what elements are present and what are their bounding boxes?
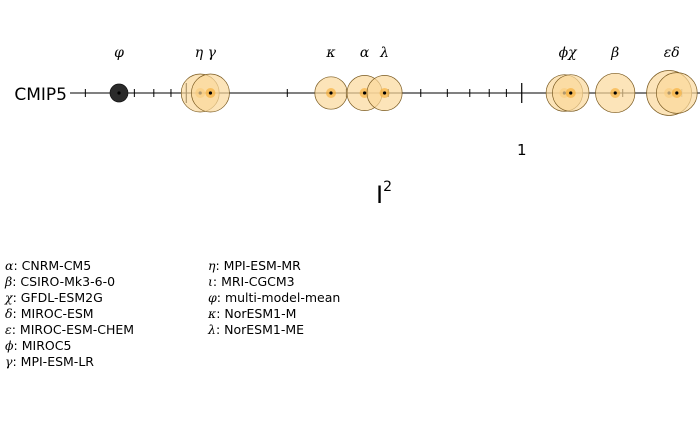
symbol-labels: φ η γ κ α λ ϕχ β εδ xyxy=(114,45,680,61)
legend-item: ι: MRI-CGCM3 xyxy=(208,274,340,290)
legend-model-name: : GFDL-ESM2G xyxy=(12,290,103,305)
legend-model-name: : MIROC-ESM xyxy=(12,306,94,321)
legend-item: ϕ: MIROC5 xyxy=(5,338,134,354)
legend-symbol: ε xyxy=(5,322,12,337)
legend-item: ε: MIROC-ESM-CHEM xyxy=(5,322,134,338)
legend-symbol: λ xyxy=(208,322,216,337)
symbol-label: κ xyxy=(325,45,335,61)
x-axis-title-main: I xyxy=(376,181,383,209)
legend-item: φ: multi-model-mean xyxy=(208,290,340,306)
legend-symbol: κ xyxy=(208,306,217,321)
legend-item: β: CSIRO-Mk3-6-0 xyxy=(5,274,134,290)
legend-item: κ: NorESM1-M xyxy=(208,306,340,322)
legend-symbol: δ xyxy=(5,306,13,321)
legend-model-name: : MPI-ESM-MR xyxy=(215,258,301,273)
symbol-label: η γ xyxy=(195,45,217,61)
tick-label: 1 xyxy=(517,141,527,159)
legend-model-name: : MIROC-ESM-CHEM xyxy=(11,322,135,337)
point-center-dot xyxy=(329,91,333,95)
legend-model-name: : MIROC5 xyxy=(13,338,72,353)
data-points xyxy=(109,70,698,116)
symbol-label: λ xyxy=(379,45,389,61)
row-label: CMIP5 xyxy=(14,85,67,105)
symbol-label: β xyxy=(610,45,619,61)
point-center-dot xyxy=(208,91,213,95)
legend-model-name: : CSIRO-Mk3-6-0 xyxy=(12,274,116,289)
legend-symbol: γ xyxy=(5,354,13,369)
legend-item: λ: NorESM1-ME xyxy=(208,322,340,338)
legend-symbol: α xyxy=(5,258,14,273)
point-center-dot xyxy=(613,91,617,95)
legend-model-name: : NorESM1-ME xyxy=(215,322,305,337)
x-axis-title: I2 xyxy=(376,179,392,209)
legend-symbol: χ xyxy=(5,290,13,305)
symbol-label: ϕχ xyxy=(559,45,579,61)
legend-symbol: β xyxy=(5,274,13,289)
legend-item: δ: MIROC-ESM xyxy=(5,306,134,322)
legend-item: γ: MPI-ESM-LR xyxy=(5,354,134,370)
legend-model-name: : MRI-CGCM3 xyxy=(212,274,295,289)
point-center-dot xyxy=(117,91,121,95)
point-center-dot xyxy=(569,91,573,95)
point-center-dot xyxy=(675,91,679,95)
legend-symbol: ϕ xyxy=(5,338,14,353)
symbol-label: α xyxy=(360,45,370,61)
x-axis-title-superscript: 2 xyxy=(383,179,392,195)
legend-column-2: η: MPI-ESM-MR ι: MRI-CGCM3 φ: multi-model-… xyxy=(208,258,340,338)
legend-item: α: CNRM-CM5 xyxy=(5,258,134,274)
symbol-label: φ xyxy=(114,45,124,61)
legend-symbol: ι xyxy=(208,274,213,289)
symbol-label: εδ xyxy=(664,45,680,61)
legend-model-name: : MPI-ESM-LR xyxy=(12,354,94,369)
point-center-dot xyxy=(382,91,387,95)
legend-item: χ: GFDL-ESM2G xyxy=(5,290,134,306)
legend-column-1: α: CNRM-CM5 β: CSIRO-Mk3-6-0 χ: GFDL-ESM2G… xyxy=(5,258,134,370)
legend-symbol: η xyxy=(208,258,216,273)
legend-model-name: : multi-model-mean xyxy=(216,290,341,305)
point-center-dot xyxy=(362,91,367,95)
legend-symbol: φ xyxy=(208,290,217,305)
legend-model-name: : NorESM1-M xyxy=(216,306,297,321)
legend-model-name: : CNRM-CM5 xyxy=(13,258,92,273)
legend-item: η: MPI-ESM-MR xyxy=(208,258,340,274)
